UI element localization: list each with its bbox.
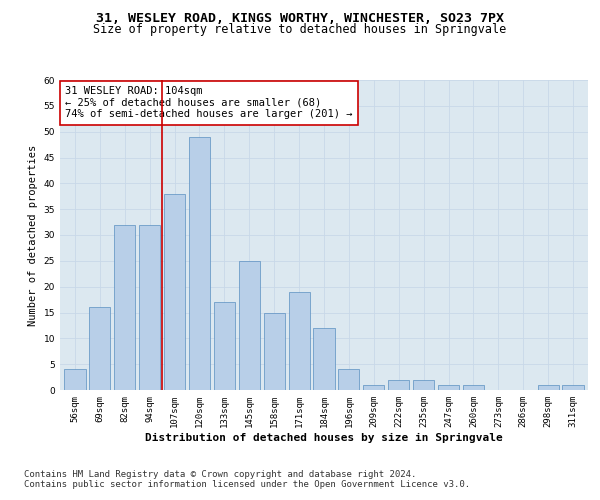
Bar: [413, 380, 434, 390]
Text: 31 WESLEY ROAD: 104sqm
← 25% of detached houses are smaller (68)
74% of semi-det: 31 WESLEY ROAD: 104sqm ← 25% of detached…: [65, 86, 353, 120]
Text: Contains public sector information licensed under the Open Government Licence v3: Contains public sector information licen…: [24, 480, 470, 489]
Bar: [164, 194, 185, 390]
Bar: [463, 385, 484, 390]
Bar: [64, 370, 86, 390]
Bar: [214, 302, 235, 390]
Bar: [338, 370, 359, 390]
Text: 31, WESLEY ROAD, KINGS WORTHY, WINCHESTER, SO23 7PX: 31, WESLEY ROAD, KINGS WORTHY, WINCHESTE…: [96, 12, 504, 26]
Bar: [239, 261, 260, 390]
Bar: [388, 380, 409, 390]
Bar: [139, 224, 160, 390]
Bar: [562, 385, 584, 390]
Y-axis label: Number of detached properties: Number of detached properties: [28, 144, 38, 326]
Bar: [363, 385, 385, 390]
Bar: [438, 385, 459, 390]
Bar: [114, 224, 136, 390]
Bar: [263, 312, 285, 390]
Text: Distribution of detached houses by size in Springvale: Distribution of detached houses by size …: [145, 432, 503, 442]
Bar: [289, 292, 310, 390]
Text: Size of property relative to detached houses in Springvale: Size of property relative to detached ho…: [94, 22, 506, 36]
Bar: [89, 308, 110, 390]
Bar: [538, 385, 559, 390]
Text: Contains HM Land Registry data © Crown copyright and database right 2024.: Contains HM Land Registry data © Crown c…: [24, 470, 416, 479]
Bar: [313, 328, 335, 390]
Bar: [189, 137, 210, 390]
